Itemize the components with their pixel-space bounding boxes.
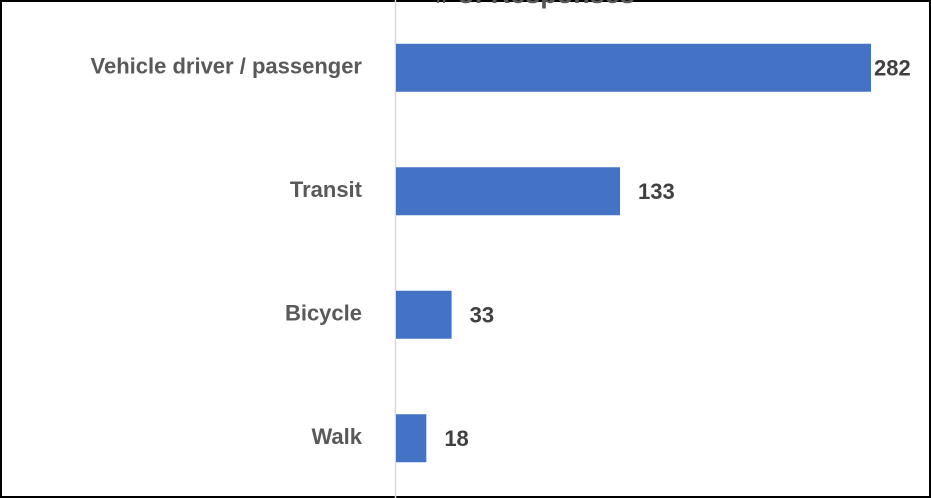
chart-title: # of Responses [435, 0, 635, 9]
category-label: Bicycle [285, 301, 362, 326]
bar [396, 414, 427, 463]
bar [396, 43, 871, 92]
value-label: 282 [874, 56, 911, 81]
value-label: 133 [638, 179, 675, 204]
bar [396, 290, 452, 339]
category-label: Vehicle driver / passenger [91, 54, 363, 79]
value-label: 33 [470, 303, 494, 328]
category-label: Walk [311, 424, 362, 449]
value-label: 18 [444, 426, 468, 451]
bar [396, 167, 621, 216]
category-label: Transit [290, 177, 363, 202]
